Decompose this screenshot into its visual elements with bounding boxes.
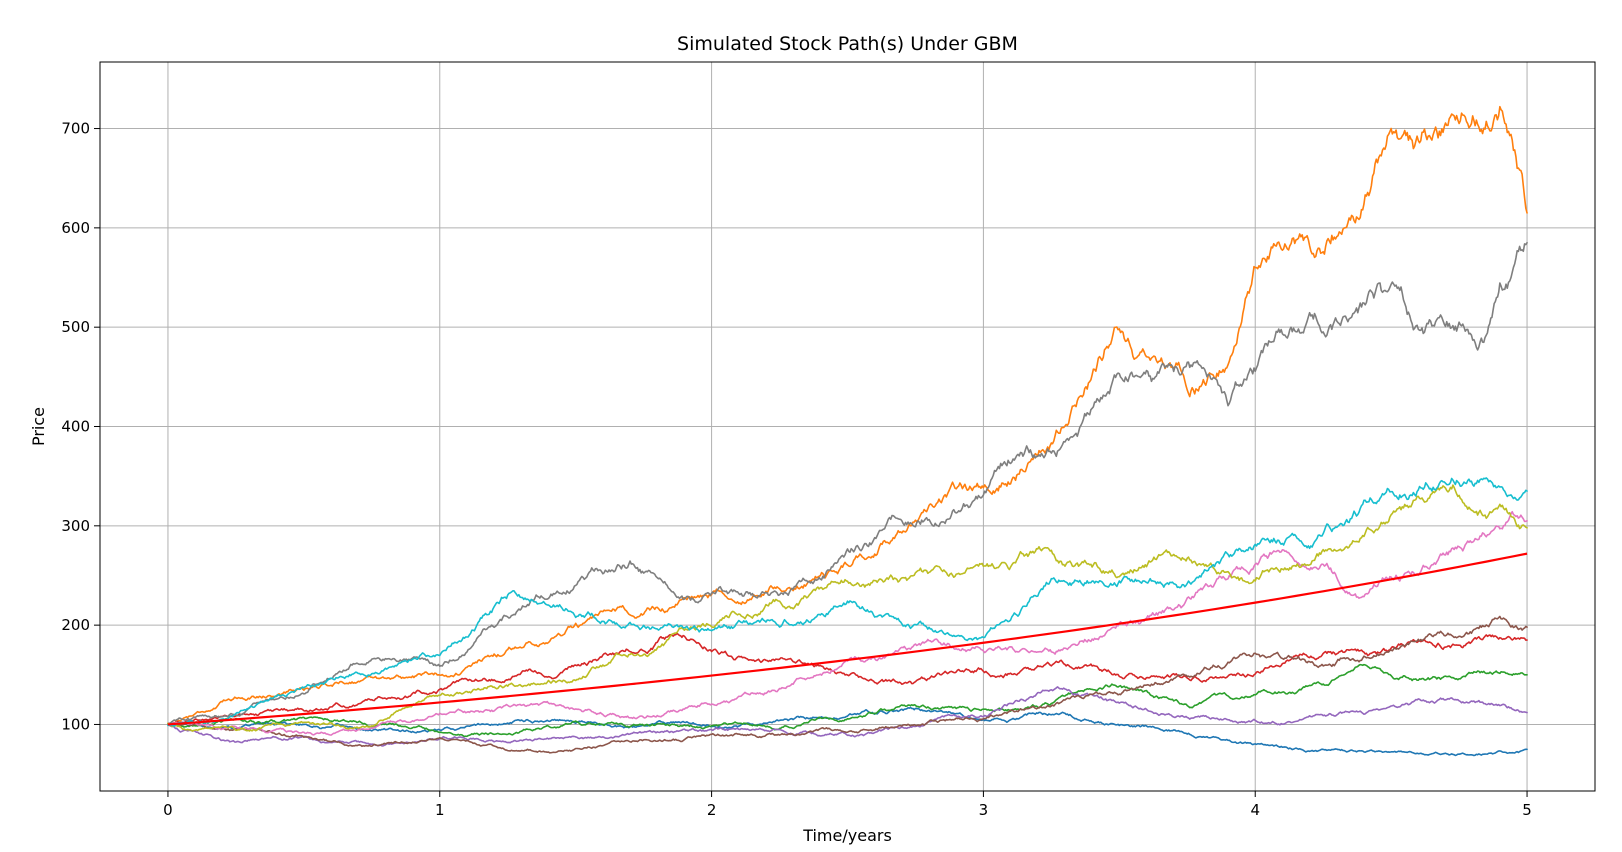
series-layer [167,105,1528,757]
series-line-6 [167,615,1528,754]
x-tick-label: 0 [163,801,173,819]
series-line-8 [167,241,1528,725]
y-tick-label: 500 [61,318,90,336]
series-line-10 [167,477,1528,728]
x-tick-label: 2 [707,801,717,819]
x-tick-label: 4 [1250,801,1260,819]
y-tick-label: 400 [61,418,90,436]
series-line-2 [167,105,1528,726]
x-tick-label: 3 [979,801,989,819]
y-tick-label: 700 [61,120,90,138]
y-tick-label: 300 [61,517,90,535]
x-tick-label: 5 [1522,801,1532,819]
x-axis-title: Time/years [802,826,892,845]
series-line-9 [167,484,1528,732]
y-tick-label: 200 [61,616,90,634]
series-line-3 [167,663,1528,738]
y-axis-title: Price [29,407,48,446]
series-line-5 [167,686,1528,747]
ticks: 0 1 2 3 4 5 100 200 300 400 500 600 700 [61,120,1531,819]
y-tick-label: 100 [61,715,90,733]
y-tick-label: 600 [61,219,90,237]
series-line-1 [167,706,1528,757]
series-mean-line [167,552,1528,726]
x-tick-label: 1 [435,801,445,819]
grid [100,62,1595,791]
series-line-4 [167,632,1528,725]
chart-title: Simulated Stock Path(s) Under GBM [677,33,1018,55]
